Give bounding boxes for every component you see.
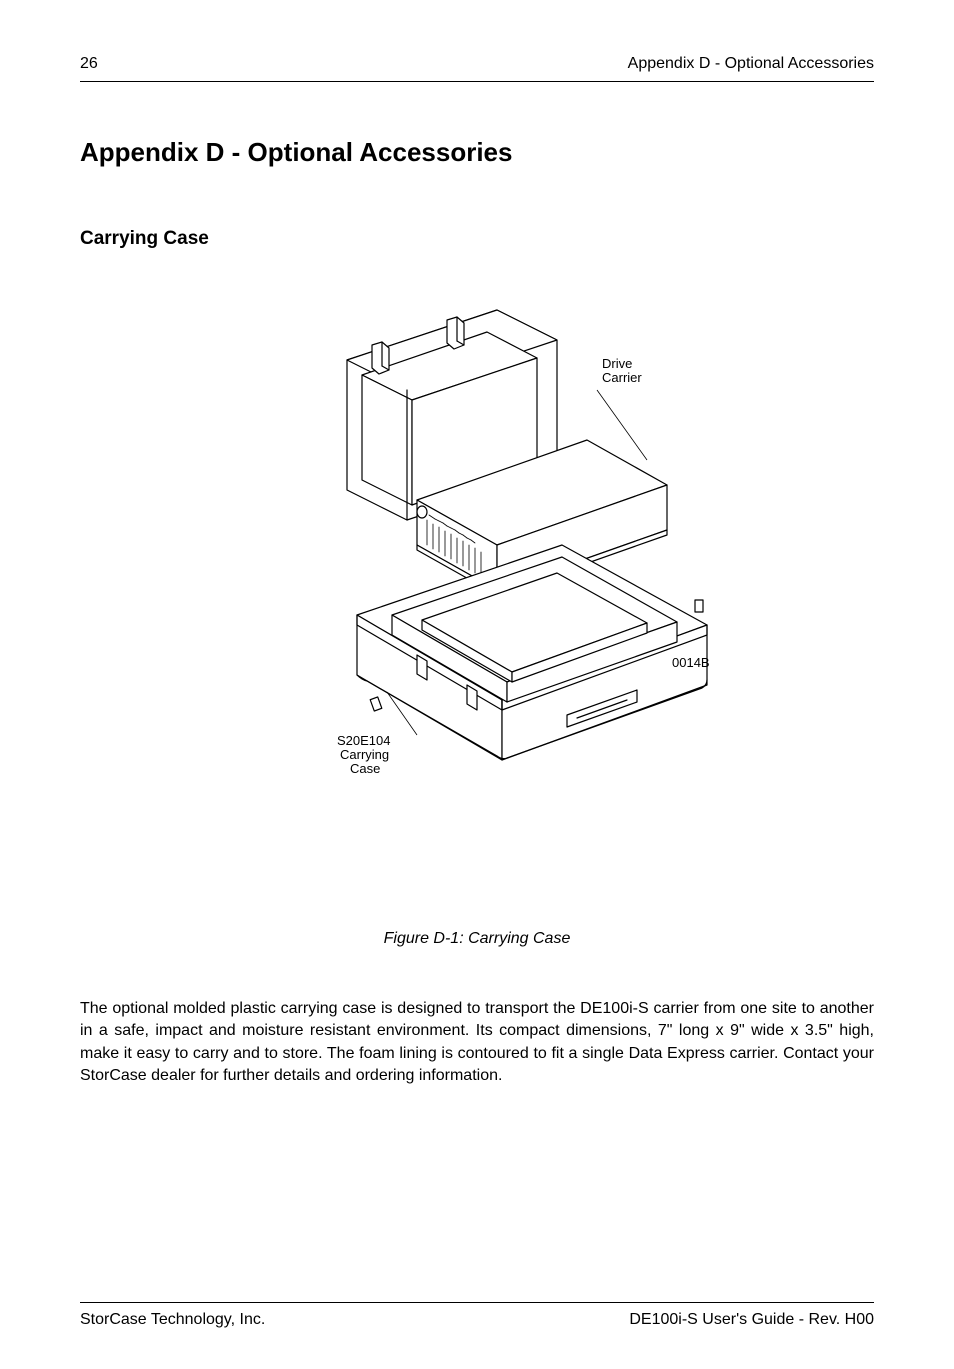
page-footer: StorCase Technology, Inc. DE100i-S User'… — [80, 1302, 874, 1329]
page-header: 26 Appendix D - Optional Accessories — [80, 55, 874, 82]
part-number-label: 0014B — [672, 655, 710, 670]
figure-container: Drive Carrier 0014B S20E104 Carrying Cas… — [80, 290, 874, 810]
footer-doc-info: DE100i-S User's Guide - Rev. H00 — [629, 1311, 874, 1329]
section-subtitle: Carrying Case — [80, 228, 874, 250]
body-paragraph: The optional molded plastic carrying cas… — [80, 998, 874, 1088]
footer-company: StorCase Technology, Inc. — [80, 1311, 265, 1329]
figure-caption: Figure D-1: Carrying Case — [80, 930, 874, 948]
header-section: Appendix D - Optional Accessories — [628, 55, 874, 73]
drive-carrier-label: Drive Carrier — [602, 356, 642, 385]
appendix-title: Appendix D - Optional Accessories — [80, 137, 874, 168]
carrying-case-diagram: Drive Carrier 0014B S20E104 Carrying Cas… — [217, 290, 737, 810]
page-number: 26 — [80, 55, 98, 73]
case-model-label: S20E104 Carrying Case — [337, 733, 394, 776]
